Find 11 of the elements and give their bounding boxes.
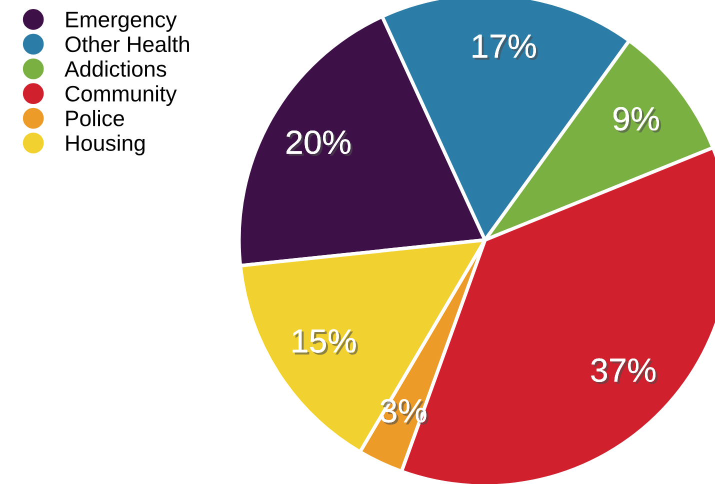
data-label: 9% xyxy=(614,107,662,133)
data-label: 15% xyxy=(292,329,358,355)
data-label: 17% xyxy=(472,34,538,60)
legend-label: Community xyxy=(66,85,177,106)
legend-label: Other Health xyxy=(65,36,189,52)
legend-label: Emergency xyxy=(66,12,177,32)
legend-label: Police xyxy=(66,110,124,126)
data-label: 20% xyxy=(286,130,352,156)
legend-label: Addictions xyxy=(64,60,166,77)
data-label: 37% xyxy=(591,358,658,384)
legend-label: Housing xyxy=(66,134,145,156)
